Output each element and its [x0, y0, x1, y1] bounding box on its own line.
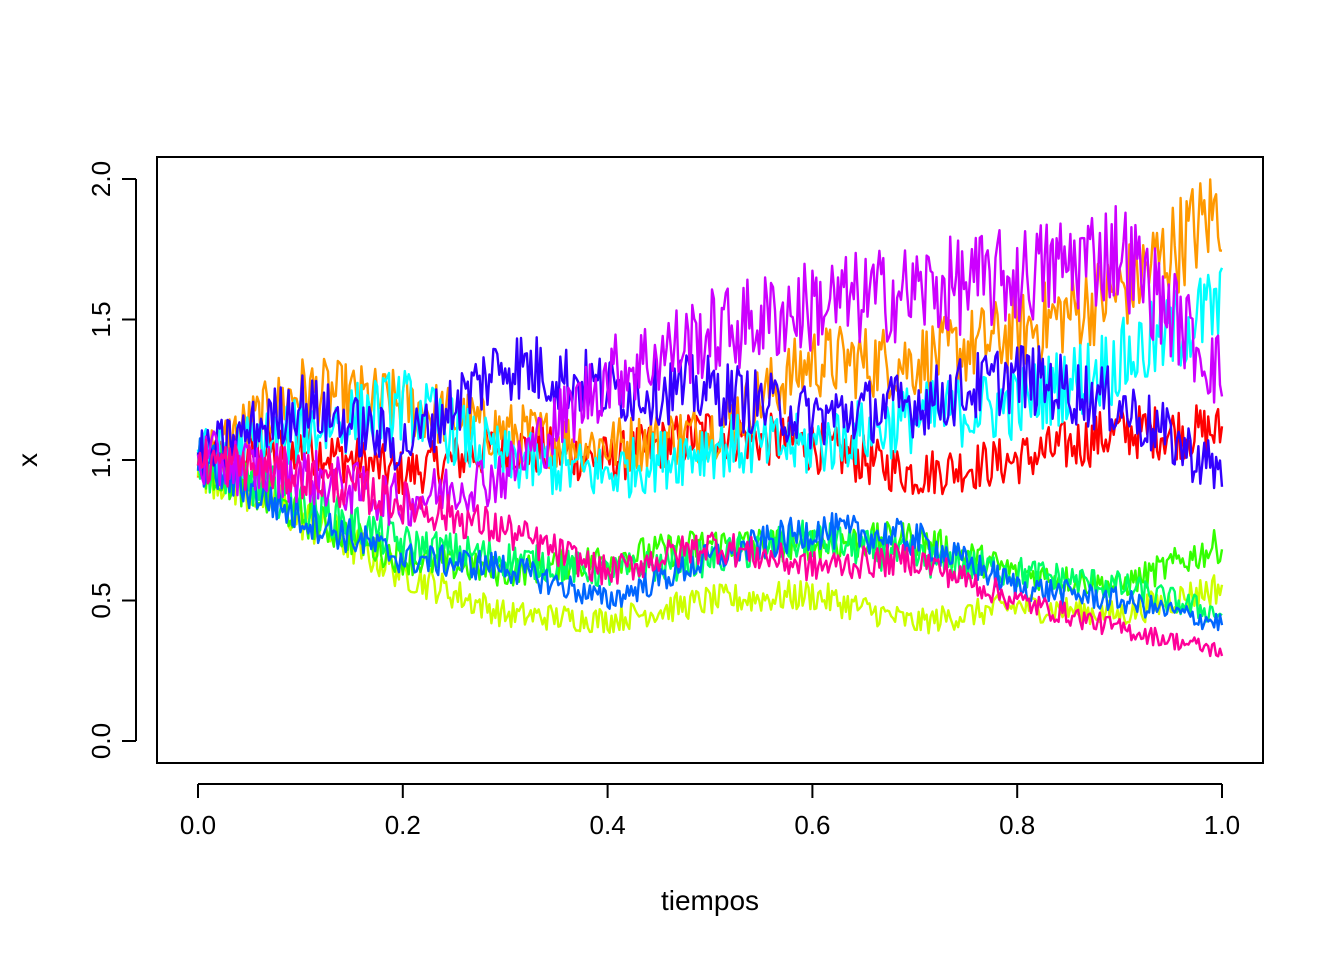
series-line — [196, 438, 1224, 635]
x-tick-label: 0.4 — [590, 810, 626, 840]
series-line — [196, 437, 1224, 632]
y-axis: 0.0 0.5 1.0 1.5 2.0 — [86, 161, 137, 759]
series-line — [196, 336, 1224, 490]
x-tick-label: 0.6 — [794, 810, 830, 840]
series-line — [196, 404, 1224, 496]
x-tick-label: 0.0 — [180, 810, 216, 840]
series-line — [196, 438, 1224, 658]
y-tick-label: 0.5 — [86, 582, 116, 618]
y-tick-label: 2.0 — [86, 161, 116, 197]
y-tick-label: 0.0 — [86, 723, 116, 759]
x-tick-label: 1.0 — [1204, 810, 1240, 840]
series-layer — [196, 178, 1224, 658]
x-tick-label: 0.2 — [385, 810, 421, 840]
plot-frame — [156, 156, 1264, 764]
x-tick-label: 0.8 — [999, 810, 1035, 840]
y-tick-label: 1.5 — [86, 301, 116, 337]
x-axis-title: tiempos — [661, 885, 759, 916]
x-axis: 0.0 0.2 0.4 0.6 0.8 1.0 — [180, 783, 1240, 840]
y-axis-title: x — [12, 453, 43, 467]
series-line — [196, 436, 1223, 623]
y-tick-label: 1.0 — [86, 442, 116, 478]
